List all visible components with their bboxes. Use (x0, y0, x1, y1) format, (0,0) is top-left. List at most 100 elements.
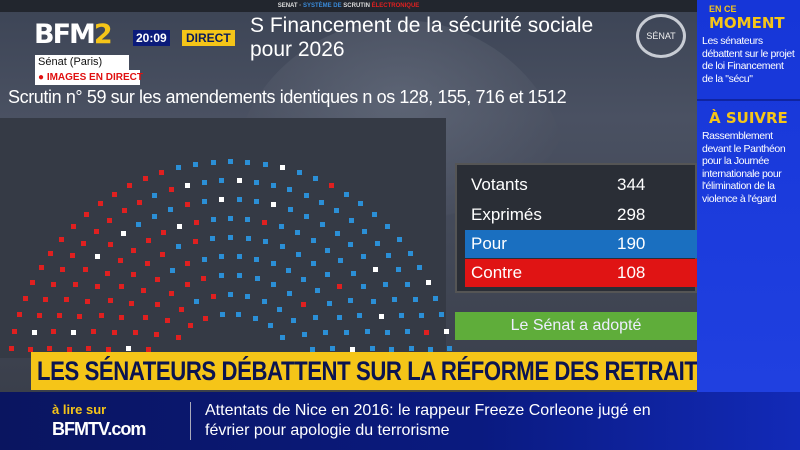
seat-dot (43, 297, 49, 303)
seat-dot (405, 281, 411, 287)
seat-dot (326, 300, 332, 306)
seat-dot (184, 202, 190, 208)
seat-dot (107, 217, 113, 223)
seat-dot (320, 221, 325, 227)
seat-dot (145, 260, 151, 266)
seat-dot (59, 267, 65, 273)
seat-dot (153, 331, 159, 337)
seat-dot (165, 318, 171, 324)
seat-dot (105, 270, 111, 276)
seat-dot (91, 329, 97, 335)
seat-dot (287, 290, 293, 296)
seat-dot (428, 346, 434, 352)
seat-dot (142, 314, 148, 320)
seat-dot (30, 280, 36, 286)
result-label: Votants (471, 175, 528, 194)
seat-dot (210, 159, 216, 165)
seat-dot (236, 178, 242, 184)
live-images-text: IMAGES EN DIRECT (46, 72, 143, 83)
now-text: Les sénateurs débattent sur le projet de… (702, 35, 795, 85)
next-text: Rassemblement devant le Panthéon pour la… (702, 130, 786, 205)
seat-dot (22, 296, 28, 302)
seat-dot (324, 271, 330, 277)
seat-dot (287, 186, 293, 192)
header-scrutin: SCRUTIN (343, 3, 372, 9)
seat-dot (425, 280, 431, 286)
seat-dot (288, 207, 294, 213)
seat-dot (94, 254, 100, 260)
next-title: À SUIVRE (709, 109, 788, 127)
seat-dot (384, 224, 390, 230)
seat-dot (111, 330, 117, 336)
seat-dot (64, 296, 70, 302)
seat-dot (279, 165, 285, 171)
seat-dot (279, 244, 285, 250)
seat-dot (47, 346, 53, 352)
seat-dot (219, 311, 225, 317)
bfm2-logo: BFM2 (34, 19, 113, 50)
seat-dot (404, 329, 410, 335)
live-images-label: ● IMAGES EN DIRECT (35, 70, 143, 85)
seat-dot (57, 312, 63, 318)
seat-dot (278, 224, 284, 230)
seat-dot (262, 298, 268, 304)
seat-dot (350, 270, 356, 276)
seat-dot (129, 300, 135, 306)
seat-dot (277, 306, 283, 312)
seat-dot (348, 298, 354, 304)
seat-dot (245, 159, 251, 165)
news-ticker: à lire sur BFMTV.com Attentats de Nice e… (0, 392, 800, 450)
seat-dot (97, 201, 103, 207)
result-row-pour: Pour 190 (465, 230, 699, 258)
result-value: 298 (617, 205, 646, 224)
seat-dot (136, 199, 142, 205)
seat-dot (337, 284, 343, 290)
seat-dot (334, 231, 340, 237)
seat-dot (319, 199, 325, 205)
seat-dot (81, 240, 87, 246)
seat-dot (193, 239, 199, 245)
seat-dot (396, 267, 402, 273)
seat-dot (154, 301, 160, 307)
voting-system-header: SENAT · SYSTÈME DE SCRUTIN ÉLECTRONIQUE (0, 0, 697, 12)
seat-dot (324, 247, 330, 253)
seat-dot (66, 346, 72, 352)
seat-dot (77, 313, 83, 319)
seat-dot (236, 273, 242, 279)
seat-dot (175, 334, 181, 340)
seat-dot (50, 281, 56, 287)
seat-dot (184, 282, 190, 288)
seat-dot (119, 315, 125, 320)
seat-dot (270, 182, 276, 188)
seat-dot (38, 265, 44, 270)
seat-dot (362, 228, 368, 234)
clock: 20:09 (133, 30, 170, 46)
seat-dot (396, 236, 402, 242)
now-title: MOMENT (709, 14, 785, 32)
seat-dot (369, 346, 375, 352)
seat-dot (145, 346, 151, 352)
seat-dot (350, 346, 356, 352)
vote-outcome: Le Sénat a adopté (455, 312, 697, 340)
seat-dot (407, 250, 413, 256)
seat-dot (424, 329, 430, 335)
seat-dot (85, 298, 91, 304)
seat-dot (271, 202, 277, 208)
seat-dot (295, 230, 301, 236)
ticker-divider (190, 402, 191, 440)
seat-dot (408, 346, 414, 352)
seat-dot (98, 313, 104, 319)
result-row-exprimes: Exprimés 298 (465, 201, 699, 229)
seat-dot (253, 179, 259, 185)
seat-dot (167, 207, 173, 213)
seat-dot (151, 213, 157, 219)
seat-dot (228, 216, 233, 221)
seat-dot (310, 346, 316, 352)
result-row-votants: Votants 344 (465, 171, 699, 199)
seat-dot (262, 219, 268, 225)
seat-dot (93, 228, 99, 234)
seat-dot (419, 313, 425, 319)
result-label: Contre (471, 263, 523, 282)
seat-dot (118, 284, 124, 290)
seat-dot (131, 247, 136, 253)
